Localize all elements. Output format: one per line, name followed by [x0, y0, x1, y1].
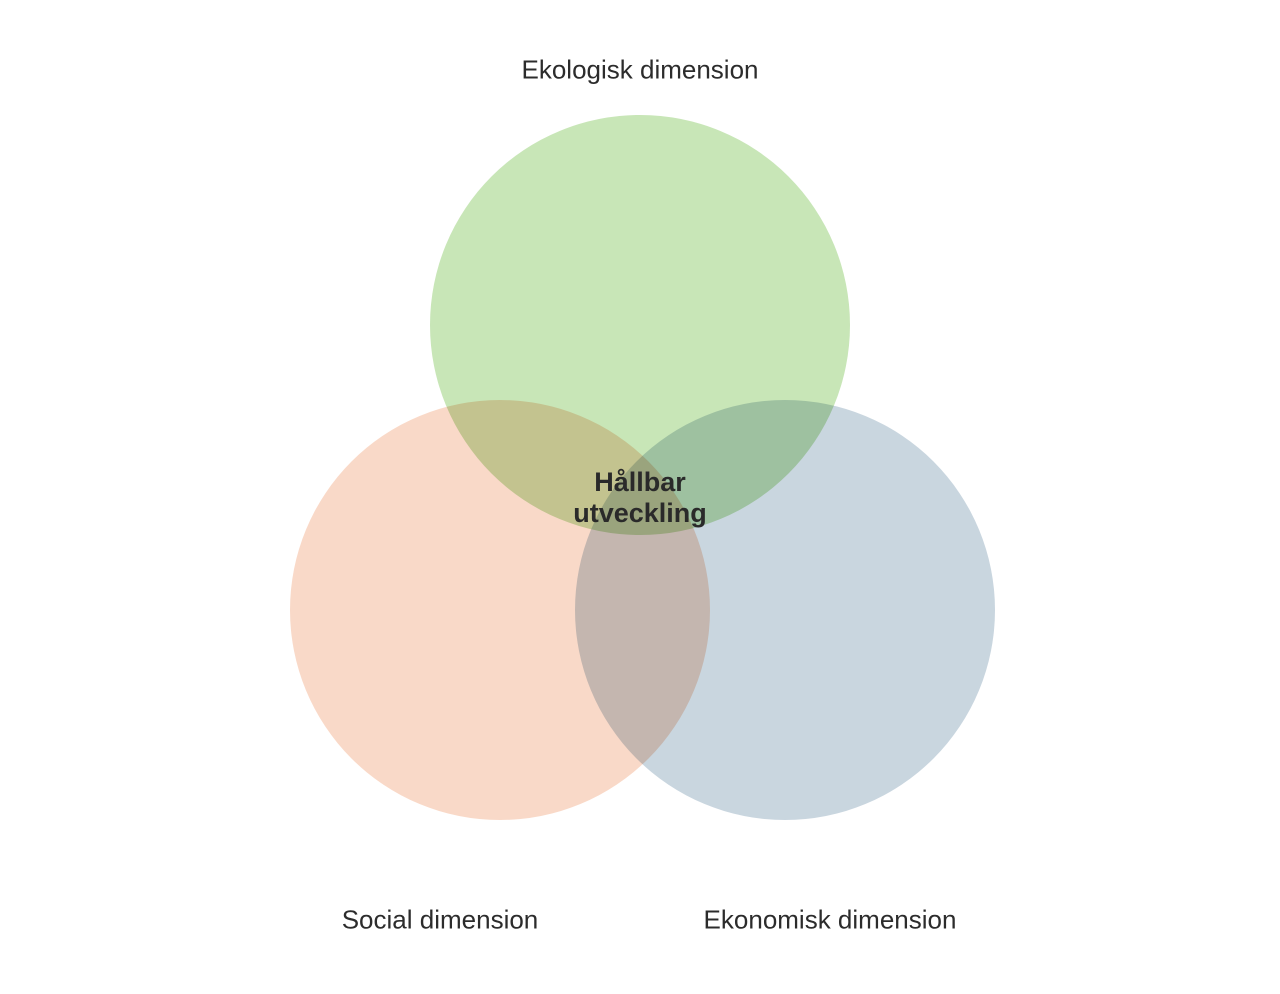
- label-ecological: Ekologisk dimension: [521, 55, 758, 86]
- label-social: Social dimension: [342, 905, 539, 936]
- center-label-line2: utveckling: [573, 498, 707, 528]
- venn-diagram: Ekologisk dimension Social dimension Eko…: [0, 0, 1280, 994]
- label-economic: Ekonomisk dimension: [704, 905, 957, 936]
- venn-circle-economic: [575, 400, 995, 820]
- center-label-sustainable-development: Hållbar utveckling: [573, 467, 707, 529]
- center-label-line1: Hållbar: [594, 467, 686, 497]
